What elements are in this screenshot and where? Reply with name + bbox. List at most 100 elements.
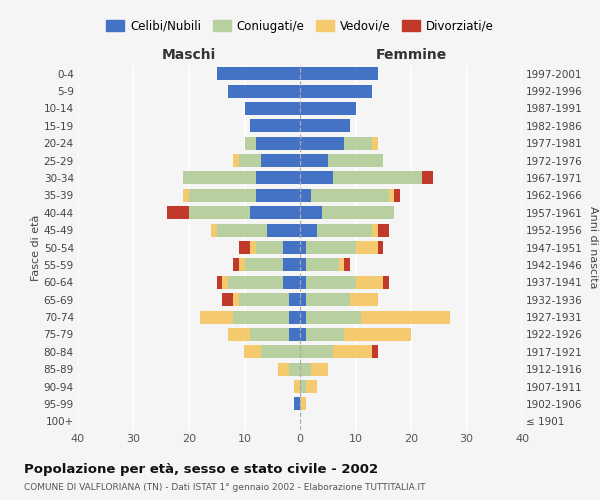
- Bar: [305, 380, 317, 393]
- Bar: [283, 276, 300, 289]
- Bar: [289, 310, 300, 324]
- Bar: [217, 67, 300, 80]
- Bar: [372, 346, 378, 358]
- Text: COMUNE DI VALFLORIANA (TN) - Dati ISTAT 1° gennaio 2002 - Elaborazione TUTTITALI: COMUNE DI VALFLORIANA (TN) - Dati ISTAT …: [24, 484, 425, 492]
- Bar: [355, 276, 383, 289]
- Bar: [300, 380, 305, 393]
- Bar: [289, 328, 300, 341]
- Bar: [256, 136, 300, 149]
- Bar: [289, 293, 300, 306]
- Bar: [239, 293, 289, 306]
- Bar: [300, 224, 317, 236]
- Legend: Celibi/Nubili, Coniugati/e, Vedovi/e, Divorziati/e: Celibi/Nubili, Coniugati/e, Vedovi/e, Di…: [106, 20, 494, 33]
- Bar: [305, 293, 350, 306]
- Bar: [239, 241, 250, 254]
- Bar: [233, 258, 239, 272]
- Bar: [256, 172, 300, 184]
- Bar: [300, 102, 355, 115]
- Bar: [250, 120, 300, 132]
- Bar: [189, 206, 250, 220]
- Y-axis label: Anni di nascita: Anni di nascita: [589, 206, 598, 289]
- Bar: [233, 293, 239, 306]
- Bar: [233, 310, 289, 324]
- Bar: [361, 310, 450, 324]
- Bar: [167, 206, 189, 220]
- Bar: [305, 310, 361, 324]
- Bar: [250, 328, 289, 341]
- Bar: [300, 136, 344, 149]
- Bar: [300, 362, 311, 376]
- Bar: [300, 293, 305, 306]
- Bar: [305, 241, 355, 254]
- Bar: [184, 172, 256, 184]
- Bar: [250, 241, 256, 254]
- Bar: [300, 120, 350, 132]
- Bar: [228, 328, 250, 341]
- Bar: [344, 136, 372, 149]
- Bar: [261, 346, 300, 358]
- Y-axis label: Fasce di età: Fasce di età: [31, 214, 41, 280]
- Bar: [350, 293, 378, 306]
- Bar: [200, 310, 233, 324]
- Bar: [394, 189, 400, 202]
- Bar: [217, 224, 266, 236]
- Bar: [295, 398, 300, 410]
- Bar: [300, 276, 305, 289]
- Bar: [317, 224, 372, 236]
- Bar: [300, 206, 322, 220]
- Bar: [344, 258, 350, 272]
- Bar: [300, 258, 305, 272]
- Bar: [328, 154, 383, 167]
- Bar: [311, 362, 328, 376]
- Bar: [239, 258, 245, 272]
- Bar: [305, 258, 339, 272]
- Bar: [300, 154, 328, 167]
- Bar: [300, 189, 311, 202]
- Bar: [344, 328, 411, 341]
- Text: Popolazione per età, sesso e stato civile - 2002: Popolazione per età, sesso e stato civil…: [24, 462, 378, 475]
- Bar: [233, 154, 239, 167]
- Bar: [322, 206, 394, 220]
- Bar: [278, 362, 289, 376]
- Bar: [184, 189, 189, 202]
- Bar: [300, 310, 305, 324]
- Bar: [372, 224, 378, 236]
- Bar: [245, 346, 261, 358]
- Bar: [289, 362, 300, 376]
- Bar: [245, 258, 283, 272]
- Bar: [261, 154, 300, 167]
- Bar: [300, 241, 305, 254]
- Bar: [372, 136, 378, 149]
- Bar: [189, 189, 256, 202]
- Bar: [334, 172, 422, 184]
- Bar: [383, 276, 389, 289]
- Bar: [217, 276, 222, 289]
- Bar: [256, 189, 300, 202]
- Bar: [228, 84, 300, 98]
- Bar: [283, 241, 300, 254]
- Bar: [378, 224, 389, 236]
- Bar: [239, 154, 261, 167]
- Bar: [300, 84, 372, 98]
- Bar: [300, 67, 378, 80]
- Bar: [283, 258, 300, 272]
- Bar: [422, 172, 433, 184]
- Bar: [295, 380, 300, 393]
- Bar: [339, 258, 344, 272]
- Bar: [305, 328, 344, 341]
- Bar: [378, 241, 383, 254]
- Bar: [300, 398, 305, 410]
- Bar: [355, 241, 378, 254]
- Bar: [389, 189, 394, 202]
- Bar: [334, 346, 372, 358]
- Bar: [222, 276, 228, 289]
- Bar: [250, 206, 300, 220]
- Bar: [228, 276, 283, 289]
- Text: Maschi: Maschi: [162, 48, 216, 62]
- Text: Femmine: Femmine: [376, 48, 446, 62]
- Bar: [300, 346, 334, 358]
- Bar: [305, 276, 355, 289]
- Bar: [245, 136, 256, 149]
- Bar: [300, 328, 305, 341]
- Bar: [311, 189, 389, 202]
